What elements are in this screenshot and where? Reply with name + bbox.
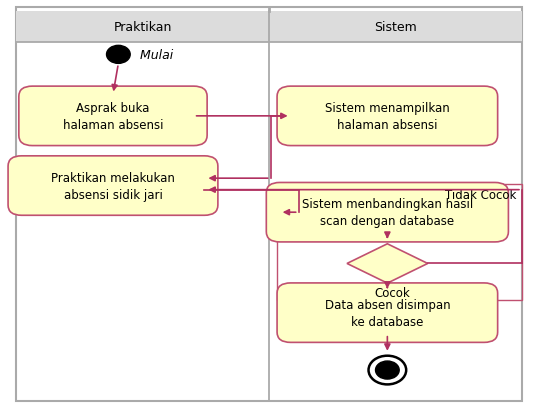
Text: Tidak Cocok: Tidak Cocok: [445, 188, 516, 201]
Text: Praktikan: Praktikan: [114, 21, 172, 34]
Text: Data absen disimpan
ke database: Data absen disimpan ke database: [324, 298, 450, 328]
Text: Praktikan melakukan
absensi sidik jari: Praktikan melakukan absensi sidik jari: [51, 171, 175, 201]
Circle shape: [365, 353, 409, 387]
FancyBboxPatch shape: [277, 283, 498, 342]
Circle shape: [107, 46, 130, 64]
FancyBboxPatch shape: [19, 87, 207, 146]
Polygon shape: [347, 244, 428, 283]
Text: Sistem menampilkan
halaman absensi: Sistem menampilkan halaman absensi: [325, 101, 450, 132]
Text: Mulai: Mulai: [136, 49, 173, 62]
Circle shape: [376, 361, 399, 379]
Text: Asprak buka
halaman absensi: Asprak buka halaman absensi: [63, 101, 163, 132]
Text: Sistem: Sistem: [374, 21, 417, 34]
FancyBboxPatch shape: [266, 183, 508, 242]
FancyBboxPatch shape: [16, 12, 522, 43]
FancyBboxPatch shape: [16, 8, 522, 401]
Text: Cocok: Cocok: [375, 287, 410, 300]
FancyBboxPatch shape: [277, 87, 498, 146]
Text: Sistem menbandingkan hasil
scan dengan database: Sistem menbandingkan hasil scan dengan d…: [302, 198, 473, 228]
FancyBboxPatch shape: [8, 156, 218, 216]
